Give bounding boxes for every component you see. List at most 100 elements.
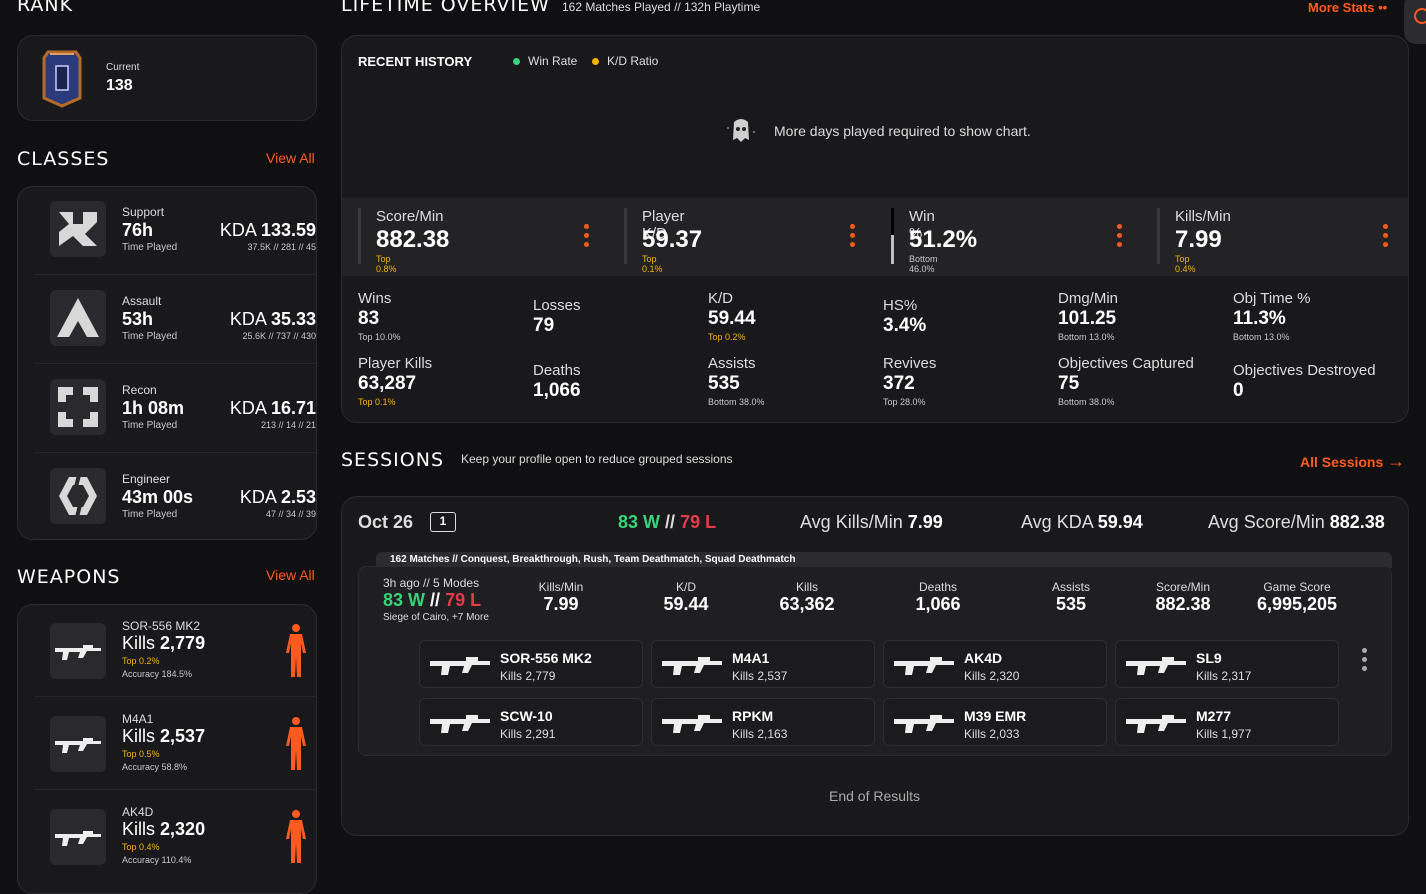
class-time: 76h xyxy=(122,220,154,240)
session-weapon-card[interactable]: M4A1 Kills 2,537 xyxy=(651,640,875,688)
session-stat-game-score: Game Score 6,995,205 xyxy=(1250,580,1344,615)
more-options-icon[interactable] xyxy=(1383,224,1389,251)
session-maps: Siege of Cairo, +7 More xyxy=(383,612,489,623)
record-losses: 79 L xyxy=(445,590,482,610)
more-options-icon[interactable] xyxy=(584,224,590,251)
stat-rank: Top 0.1% xyxy=(358,397,396,407)
win-rate-dot-icon xyxy=(513,57,520,65)
rank-badge-icon xyxy=(42,48,82,113)
rank-card[interactable]: Current 138 xyxy=(17,35,317,121)
avg-value: 882.38 xyxy=(1329,512,1385,532)
weapon-top-percent: Top 0.2% xyxy=(122,656,160,666)
class-kda: KDA 16.71 xyxy=(230,398,316,419)
more-stats-label: More Stats xyxy=(1308,0,1375,15)
class-time-label: Time Played xyxy=(122,331,178,342)
lifetime-overview-heading: LIFETIME OVERVIEW xyxy=(341,0,550,16)
featured-rank: Top 0.1% xyxy=(642,254,663,274)
kda-value: 35.33 xyxy=(270,309,316,329)
chart-empty-message: More days played required to show chart. xyxy=(774,123,1031,139)
rifle-icon xyxy=(50,623,106,679)
side-scroll-icon[interactable] xyxy=(1404,0,1426,44)
weapons-view-all-link[interactable]: View All xyxy=(266,567,315,583)
weapon-row[interactable]: SOR-556 MK2 Kills 2,779 Top 0.2% Accurac… xyxy=(34,605,316,697)
stat-value: 535 xyxy=(708,373,740,394)
session-weapon-card[interactable]: SL9 Kills 2,317 xyxy=(1115,640,1339,688)
more-weapons-icon[interactable] xyxy=(1362,648,1367,671)
class-kda: KDA 35.33 xyxy=(230,309,316,330)
featured-label: Kills/Min xyxy=(1175,208,1231,225)
all-sessions-link[interactable]: All Sessions → xyxy=(1300,451,1405,472)
weapon-kills: Kills 2,033 xyxy=(964,727,1020,741)
rifle-icon xyxy=(892,711,956,740)
win-progress-fill xyxy=(891,208,894,236)
class-row-recon[interactable]: Recon 1h 08m Time Played KDA 16.71 213 /… xyxy=(34,365,316,453)
weapons-heading: WEAPONS xyxy=(17,566,121,588)
avg-label: Avg KDA xyxy=(1021,512,1093,532)
stat-value: 63,287 xyxy=(358,373,417,394)
featured-value: 7.99 xyxy=(1175,226,1222,253)
stat-rank: Top 10.0% xyxy=(358,332,401,342)
session-weapon-card[interactable]: M277 Kills 1,977 xyxy=(1115,698,1339,746)
more-stats-link[interactable]: More Stats •• xyxy=(1308,0,1387,15)
more-options-icon[interactable] xyxy=(1117,224,1123,251)
featured-label: Score/Min xyxy=(376,208,444,225)
weapon-row[interactable]: AK4D Kills 2,320 Top 0.4% Accuracy 110.4… xyxy=(34,791,316,883)
body-hitmap-icon xyxy=(284,809,308,870)
end-of-results: End of Results xyxy=(829,788,921,804)
class-breakdown: 37.5K // 281 // 45 xyxy=(247,242,316,252)
classes-heading: CLASSES xyxy=(17,148,110,170)
recon-class-icon xyxy=(50,379,106,435)
kda-label: KDA xyxy=(219,220,256,240)
session-weapon-card[interactable]: M39 EMR Kills 2,033 xyxy=(883,698,1107,746)
session-weapon-card[interactable]: AK4D Kills 2,320 xyxy=(883,640,1107,688)
stat-player-kills: Player Kills 63,287 Top 0.1% xyxy=(358,355,432,407)
support-class-icon xyxy=(50,201,106,257)
weapon-name: M277 xyxy=(1196,708,1232,724)
session-stat-value: 7.99 xyxy=(543,594,579,614)
featured-bar xyxy=(624,208,627,264)
class-name: Recon xyxy=(122,383,157,397)
weapon-name: AK4D xyxy=(122,805,154,819)
featured-rank: Top 0.8% xyxy=(376,254,397,274)
weapon-accuracy: Accuracy 58.8% xyxy=(122,762,188,772)
kda-label: KDA xyxy=(229,398,266,418)
session-ago: 3h ago // 5 Modes xyxy=(383,576,480,590)
weapon-row[interactable]: M4A1 Kills 2,537 Top 0.5% Accuracy 58.8% xyxy=(34,698,316,790)
more-options-icon[interactable] xyxy=(850,224,856,251)
kda-label: KDA xyxy=(239,487,276,507)
class-time-label: Time Played xyxy=(122,420,178,431)
kd-dot-icon xyxy=(592,57,599,65)
weapon-name: SCW-10 xyxy=(500,708,553,724)
class-name: Support xyxy=(122,205,165,219)
weapon-name: RPKM xyxy=(732,708,774,724)
stat-rank: Bottom 38.0% xyxy=(1058,397,1115,407)
record-wins: 83 W xyxy=(383,590,426,610)
class-name: Assault xyxy=(122,294,162,308)
class-row-support[interactable]: Support 76h Time Played KDA 133.59 37.5K… xyxy=(34,187,316,275)
class-row-assault[interactable]: Assault 53h Time Played KDA 35.33 25.6K … xyxy=(34,276,316,364)
session-weapon-card[interactable]: SCW-10 Kills 2,291 xyxy=(419,698,643,746)
record-sep: // xyxy=(665,512,676,532)
stat-value: 75 xyxy=(1058,373,1080,394)
stat-label: Revives xyxy=(883,355,937,372)
session-date: Oct 26 xyxy=(358,512,414,532)
stat-hs-percent: HS% 3.4% xyxy=(883,297,926,337)
session-stat-score-min: Score/Min 882.38 xyxy=(1142,580,1224,615)
session-weapon-card[interactable]: SOR-556 MK2 Kills 2,779 xyxy=(419,640,643,688)
avg-value: 59.94 xyxy=(1097,512,1143,532)
weapon-name: SOR-556 MK2 xyxy=(122,619,201,633)
legend-win-rate-label: Win Rate xyxy=(528,54,578,68)
session-stat-label: Game Score xyxy=(1263,580,1331,594)
class-row-engineer[interactable]: Engineer 43m 00s Time Played KDA 2.53 47… xyxy=(34,454,316,542)
session-weapon-card[interactable]: RPKM Kills 2,163 xyxy=(651,698,875,746)
kills-value: 2,537 xyxy=(160,726,206,746)
classes-view-all-link[interactable]: View All xyxy=(266,150,315,166)
engineer-class-icon xyxy=(50,468,106,524)
class-breakdown: 213 // 14 // 21 xyxy=(260,420,316,430)
class-time: 53h xyxy=(122,309,154,329)
stat-label: Losses xyxy=(533,297,581,314)
stat-label: Dmg/Min xyxy=(1058,290,1119,307)
rifle-icon xyxy=(428,711,492,740)
featured-rank: Bottom 46.0% xyxy=(909,254,938,274)
rifle-icon xyxy=(1124,653,1188,682)
